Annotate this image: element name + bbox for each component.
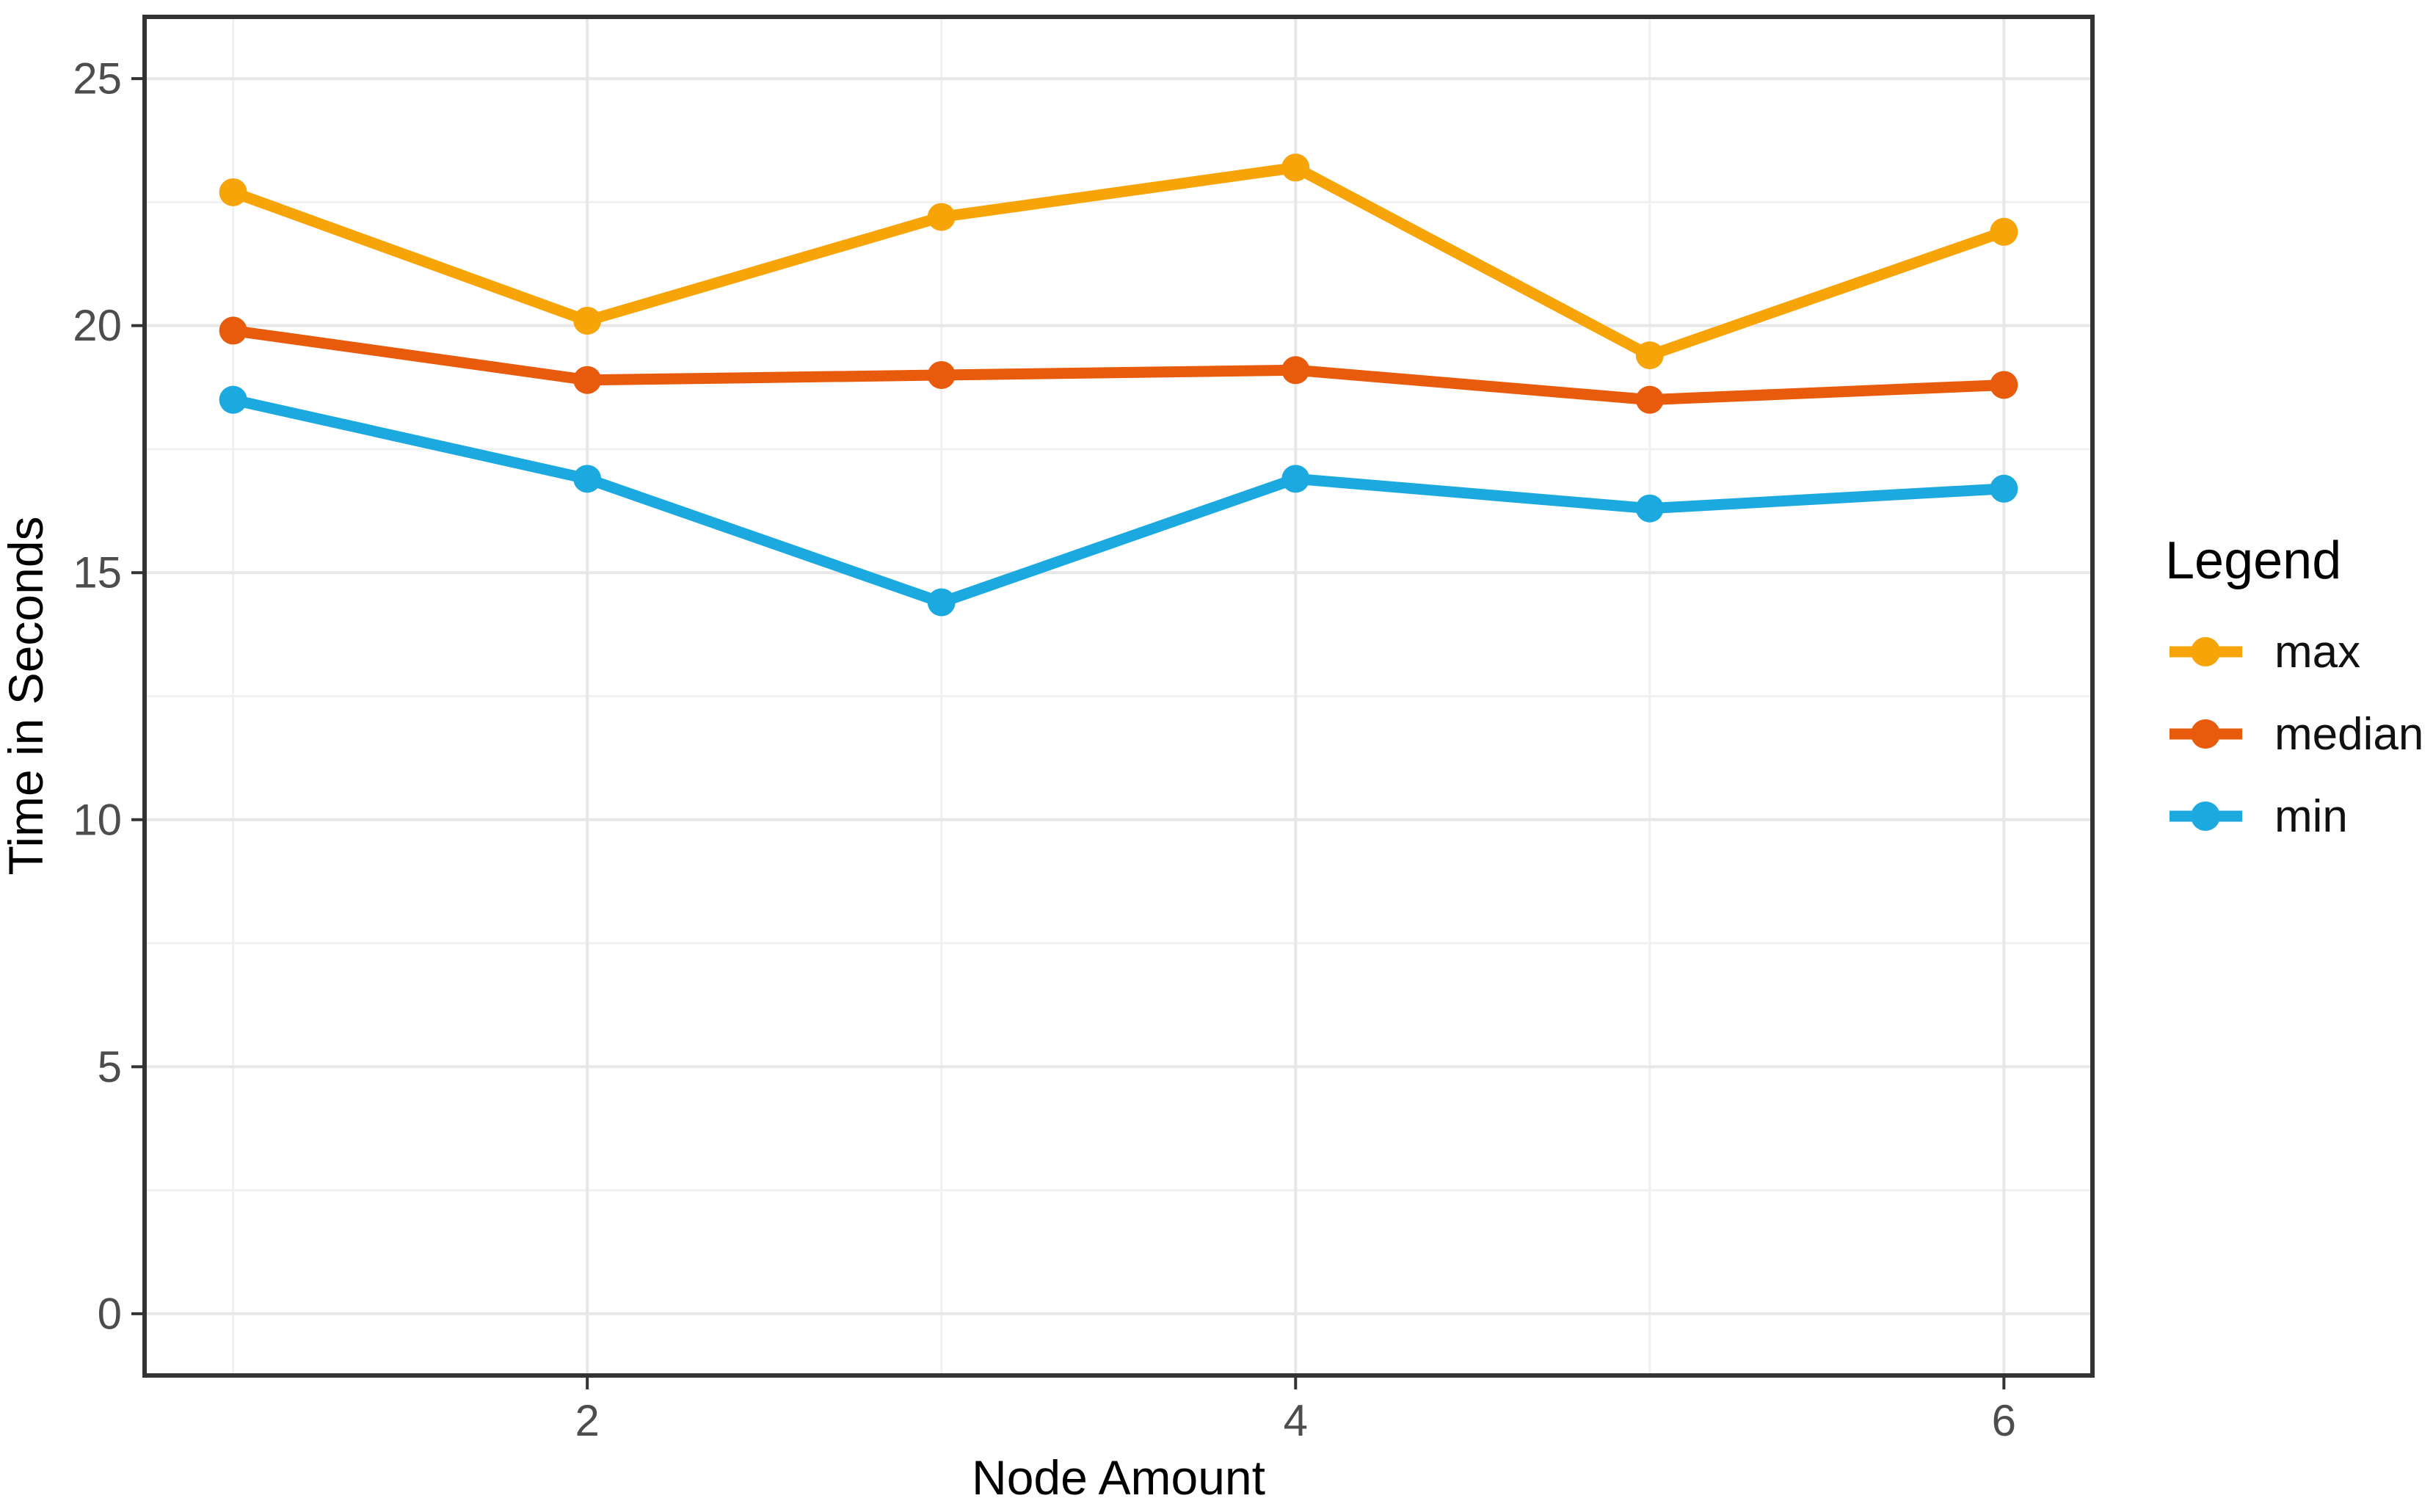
data-point-min — [219, 385, 247, 414]
data-point-max — [1281, 153, 1310, 182]
y-tick-label: 5 — [98, 1042, 122, 1091]
series-layer — [219, 153, 2018, 617]
data-point-min — [1635, 494, 1664, 523]
legend-label-min: min — [2274, 790, 2348, 842]
data-point-median — [1990, 371, 2018, 399]
data-point-median — [927, 360, 956, 389]
x-tick-label: 4 — [1284, 1396, 1308, 1445]
data-point-max — [219, 178, 247, 206]
legend-key-median-icon — [2170, 719, 2242, 749]
data-point-max — [1635, 341, 1664, 370]
legend-key-point — [2191, 802, 2220, 831]
x-axis-title: Node Amount — [972, 1450, 1265, 1505]
legend-item-max: max — [2164, 611, 2423, 693]
gridlines-minor — [145, 17, 2092, 1375]
data-point-max — [927, 203, 956, 231]
data-point-median — [1281, 356, 1310, 385]
x-tick-label: 6 — [1992, 1396, 2016, 1445]
legend-key-min-icon — [2170, 802, 2242, 831]
y-tick-label: 10 — [73, 795, 122, 844]
legend-item-median: median — [2164, 693, 2423, 775]
y-axis-title: Time in Seconds — [0, 516, 53, 875]
legend-items: max median min — [2164, 611, 2423, 857]
legend-key-point — [2191, 637, 2220, 666]
data-point-min — [927, 588, 956, 617]
y-tick-label: 25 — [73, 54, 122, 103]
legend-item-min: min — [2164, 775, 2423, 857]
data-point-max — [573, 306, 602, 335]
data-point-min — [573, 465, 602, 493]
axis-tick-labels: 0 5 10 15 20 25 2 4 6 — [73, 54, 2016, 1445]
legend-title: Legend — [2165, 531, 2342, 590]
y-tick-label: 20 — [73, 301, 122, 350]
series-line-min — [232, 394, 2004, 608]
legend-key-max-icon — [2170, 637, 2242, 666]
axis-tick-marks — [131, 77, 2006, 1389]
x-tick-label: 2 — [575, 1396, 599, 1445]
legend: Legend max median min — [2164, 530, 2423, 857]
data-point-median — [573, 366, 602, 394]
legend-label-max: max — [2274, 626, 2361, 677]
data-point-median — [1635, 385, 1664, 414]
series-line-max — [231, 161, 2006, 361]
series-line-median — [232, 324, 2004, 406]
data-point-max — [1990, 217, 2018, 246]
data-point-median — [219, 316, 247, 345]
y-tick-label: 0 — [98, 1289, 122, 1338]
panel-border — [142, 15, 2095, 1378]
y-tick-label: 15 — [73, 548, 122, 597]
legend-key-point — [2191, 719, 2220, 749]
data-point-min — [1281, 465, 1310, 493]
legend-label-median: median — [2274, 708, 2424, 760]
data-point-min — [1990, 474, 2018, 503]
